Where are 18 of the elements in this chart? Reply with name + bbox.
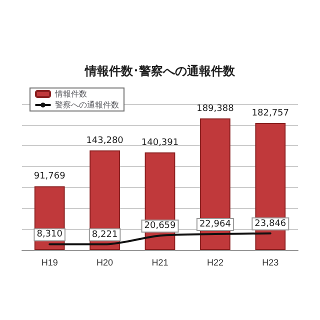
- x-tick-label: H19: [41, 258, 58, 268]
- data-label: 140,391: [141, 138, 179, 148]
- x-tick-label: H20: [96, 258, 114, 268]
- x-tick-label: H23: [262, 258, 279, 268]
- data-label: 143,280: [86, 136, 124, 146]
- data-label: 91,769: [34, 172, 66, 182]
- data-label: 22,964: [199, 220, 232, 230]
- data-label: 189,388: [196, 104, 234, 114]
- data-label: 8,221: [92, 230, 118, 240]
- chart-title: 情報件数･警察への通報件数: [84, 64, 236, 78]
- legend-label: 警察への通報件数: [55, 100, 119, 110]
- data-label: 182,757: [252, 108, 290, 118]
- x-tick-label: H21: [152, 258, 168, 268]
- data-label: 20,659: [144, 221, 176, 232]
- x-tick-label: H22: [206, 258, 224, 268]
- data-label: 8,310: [36, 230, 63, 240]
- legend-label: 情報件数: [54, 90, 87, 98]
- data-label: 23,846: [254, 218, 286, 229]
